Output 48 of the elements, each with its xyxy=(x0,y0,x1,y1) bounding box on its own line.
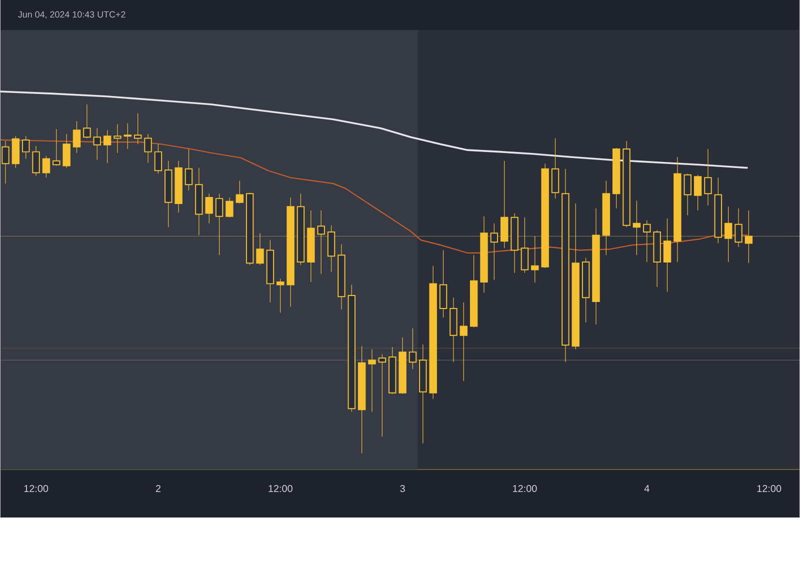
candlestick xyxy=(378,354,386,437)
candlestick xyxy=(368,348,376,412)
candlestick xyxy=(734,208,742,248)
x-tick-label: 12:00 xyxy=(757,484,782,492)
candlestick xyxy=(704,148,712,206)
candlestick xyxy=(154,144,162,174)
candlestick xyxy=(276,278,284,313)
candlestick xyxy=(42,155,50,178)
candlestick xyxy=(103,130,112,164)
candlestick xyxy=(531,236,539,283)
x-tick-label: 4 xyxy=(644,484,650,492)
candlestick xyxy=(215,193,224,256)
candlestick xyxy=(72,120,81,153)
candlestick xyxy=(520,216,529,273)
candlestick xyxy=(694,174,702,211)
candlestick xyxy=(551,138,560,199)
candlestick xyxy=(144,134,152,164)
candlestick xyxy=(184,148,193,191)
candlestick xyxy=(460,302,468,382)
x-tick-label: 3 xyxy=(400,484,405,492)
x-tick-label: 12:00 xyxy=(268,484,292,492)
candlestick xyxy=(632,200,641,256)
candlestick xyxy=(83,104,91,138)
candlestick xyxy=(744,210,753,264)
x-tick-label: 12:00 xyxy=(513,484,537,492)
candlestick xyxy=(439,250,448,318)
candlestick xyxy=(684,173,692,216)
candlestick xyxy=(124,122,132,150)
candlestick xyxy=(643,220,651,262)
candlestick xyxy=(93,128,101,160)
candlestick xyxy=(490,222,498,280)
candlestick xyxy=(663,218,672,292)
x-tick-label: 12:00 xyxy=(24,484,48,492)
candlestick xyxy=(500,160,508,248)
x-tick-label: 2 xyxy=(156,484,160,492)
candlestick xyxy=(52,128,60,166)
candlestick xyxy=(134,112,142,144)
candlestick xyxy=(205,193,213,224)
candlestick xyxy=(226,197,234,218)
candlestick xyxy=(724,206,732,262)
candlestick xyxy=(62,134,70,168)
candlestick xyxy=(256,232,264,265)
candlestick xyxy=(114,124,122,153)
candlestick xyxy=(22,136,30,159)
candlestick xyxy=(32,145,40,176)
text: Jun 04, 2024 10:43 UTC+2 xyxy=(18,11,126,18)
candlestick xyxy=(236,180,244,204)
candlestick xyxy=(317,210,325,274)
